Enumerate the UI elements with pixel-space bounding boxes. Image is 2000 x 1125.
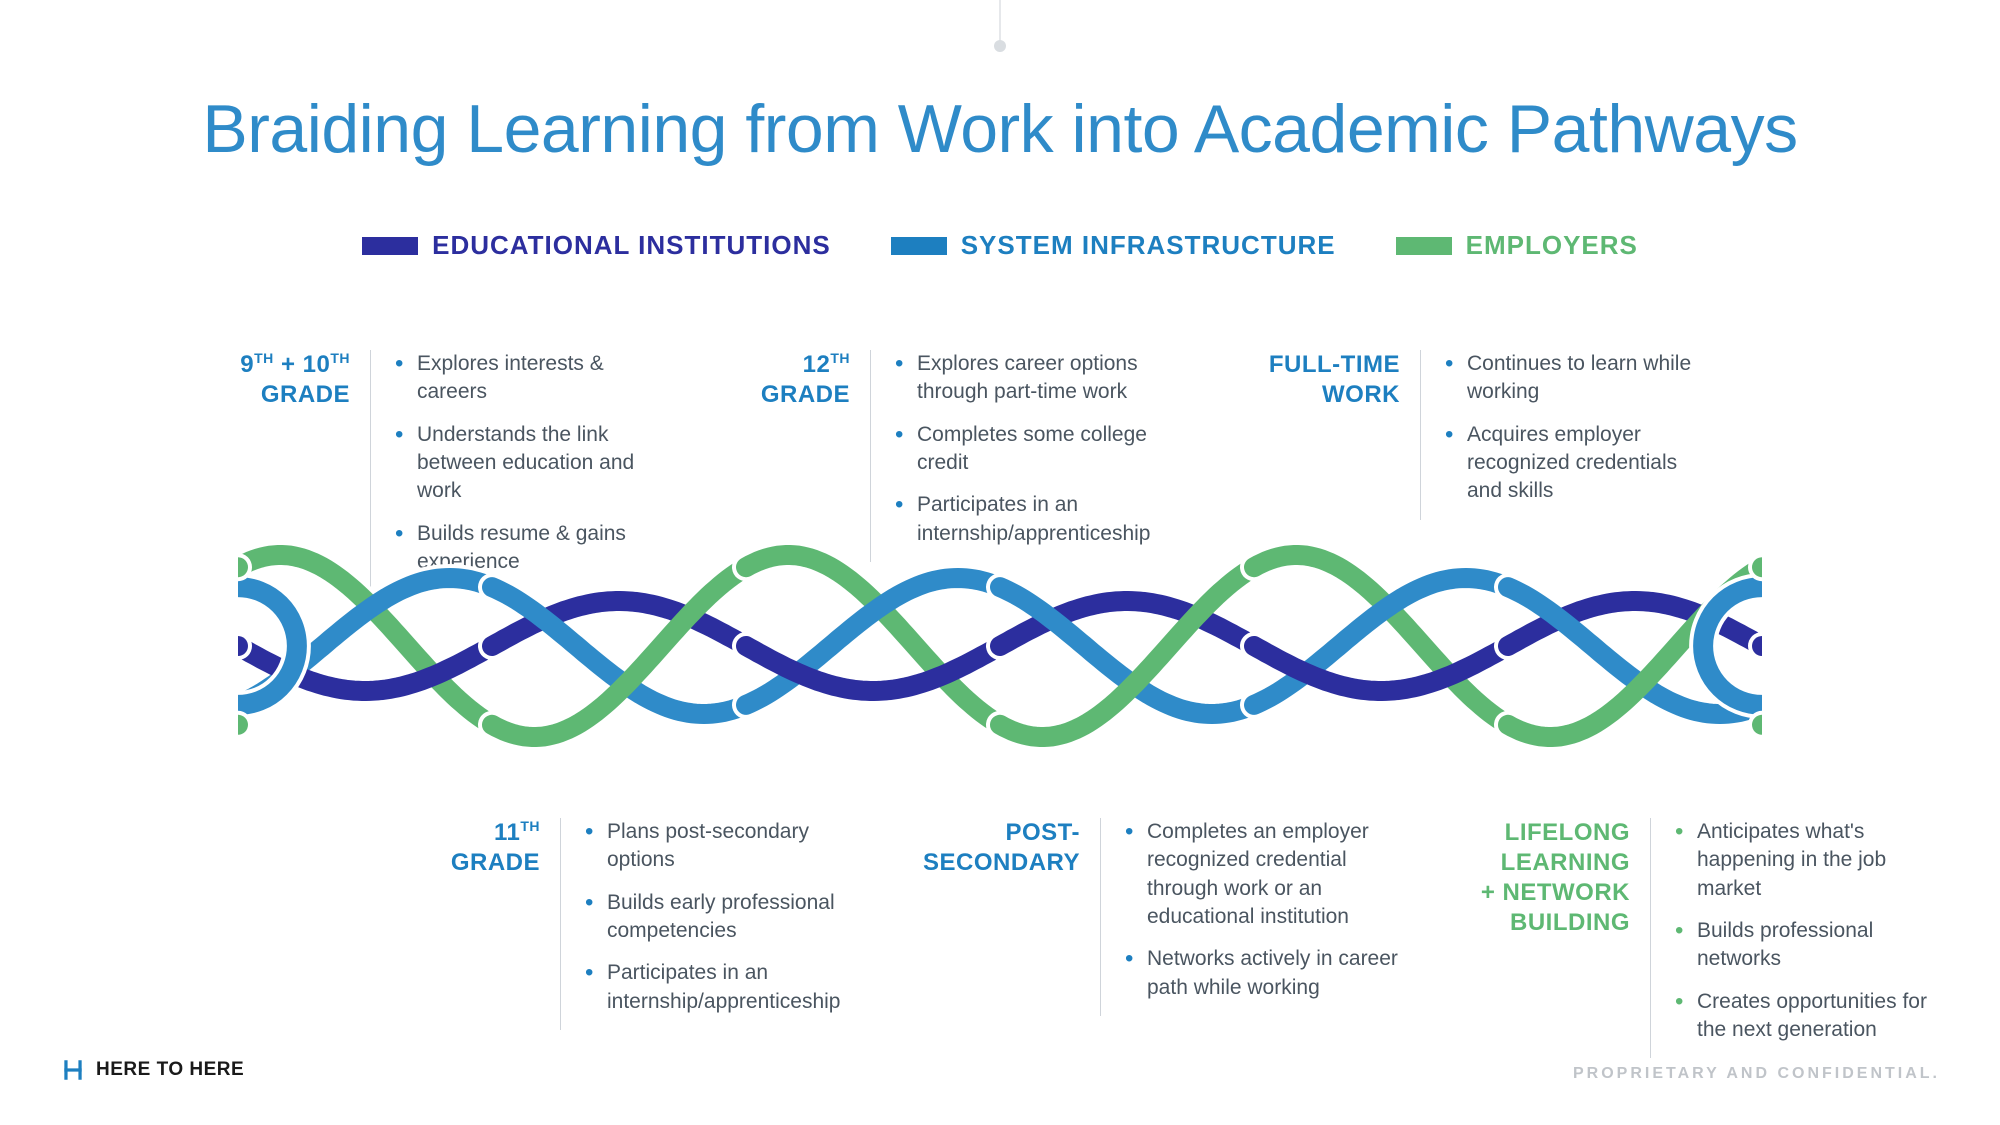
stage-bullet: Participates in an internship/apprentice… bbox=[585, 959, 870, 1016]
stage-bullet: Networks actively in career path while w… bbox=[1125, 945, 1400, 1002]
stage-bullets: Completes an employer recognized credent… bbox=[1100, 818, 1400, 1016]
stage: 11THGRADE Plans post-secondary options Bui… bbox=[430, 818, 870, 1030]
stage-bullet: Explores interests & careers bbox=[395, 350, 660, 407]
legend-swatch bbox=[362, 237, 418, 255]
stage-bullets: Plans post-secondary options Builds early… bbox=[560, 818, 870, 1030]
stage-bullets: Anticipates what's happening in the job … bbox=[1650, 818, 1930, 1058]
stage-bullets: Continues to learn while working Acquires… bbox=[1420, 350, 1700, 520]
stage-bullet: Understands the link between education a… bbox=[395, 421, 660, 506]
stage-label: FULL-TIMEWORK bbox=[1250, 350, 1400, 520]
stage: POST-SECONDARY Completes an employer reco… bbox=[920, 818, 1400, 1016]
stage-bullet: Completes an employer recognized credent… bbox=[1125, 818, 1400, 931]
logo-text: HERE TO HERE bbox=[96, 1059, 244, 1081]
legend-swatch bbox=[1396, 237, 1452, 255]
confidential-notice: PROPRIETARY AND CONFIDENTIAL. bbox=[1573, 1065, 1940, 1083]
braid-diagram bbox=[238, 536, 1762, 756]
stage-bullet: Anticipates what's happening in the job … bbox=[1675, 818, 1930, 903]
stage-bullets: Explores career options through part-tim… bbox=[870, 350, 1160, 562]
legend-label: SYSTEM INFRASTRUCTURE bbox=[961, 230, 1336, 261]
stage-label: 12THGRADE bbox=[740, 350, 850, 562]
legend-label: EMPLOYERS bbox=[1466, 230, 1638, 261]
stage: FULL-TIMEWORKContinues to learn while wo… bbox=[1250, 350, 1700, 520]
stage-label: 11THGRADE bbox=[430, 818, 540, 1030]
stage-bullet: Creates opportunities for the next gener… bbox=[1675, 988, 1930, 1045]
stage-label: LIFELONGLEARNING+ NETWORKBUILDING bbox=[1460, 818, 1630, 1058]
stage-bullet: Builds early professional competencies bbox=[585, 889, 870, 946]
stage-bullet: Builds professional networks bbox=[1675, 917, 1930, 974]
legend-swatch bbox=[891, 237, 947, 255]
stage-bullet: Continues to learn while working bbox=[1445, 350, 1700, 407]
legend-item: EDUCATIONAL INSTITUTIONS bbox=[362, 230, 831, 261]
stage: LIFELONGLEARNING+ NETWORKBUILDING Anticip… bbox=[1460, 818, 1930, 1058]
brand-logo: HERE TO HERE bbox=[60, 1057, 244, 1083]
legend-label: EDUCATIONAL INSTITUTIONS bbox=[432, 230, 831, 261]
legend-item: EMPLOYERS bbox=[1396, 230, 1638, 261]
page-title: Braiding Learning from Work into Academi… bbox=[130, 90, 1870, 168]
legend: EDUCATIONAL INSTITUTIONS SYSTEM INFRASTRU… bbox=[0, 230, 2000, 261]
stage-label: POST-SECONDARY bbox=[920, 818, 1080, 1016]
logo-icon bbox=[60, 1057, 86, 1083]
stage-bullet: Plans post-secondary options bbox=[585, 818, 870, 875]
top-divider-marker bbox=[999, 0, 1001, 44]
stage: 12THGRADE Explores career options through… bbox=[740, 350, 1160, 562]
legend-item: SYSTEM INFRASTRUCTURE bbox=[891, 230, 1336, 261]
stage-bullet: Completes some college credit bbox=[895, 421, 1160, 478]
stage-bullet: Explores career options through part-tim… bbox=[895, 350, 1160, 407]
stage-bullet: Acquires employer recognized credentials… bbox=[1445, 421, 1700, 506]
